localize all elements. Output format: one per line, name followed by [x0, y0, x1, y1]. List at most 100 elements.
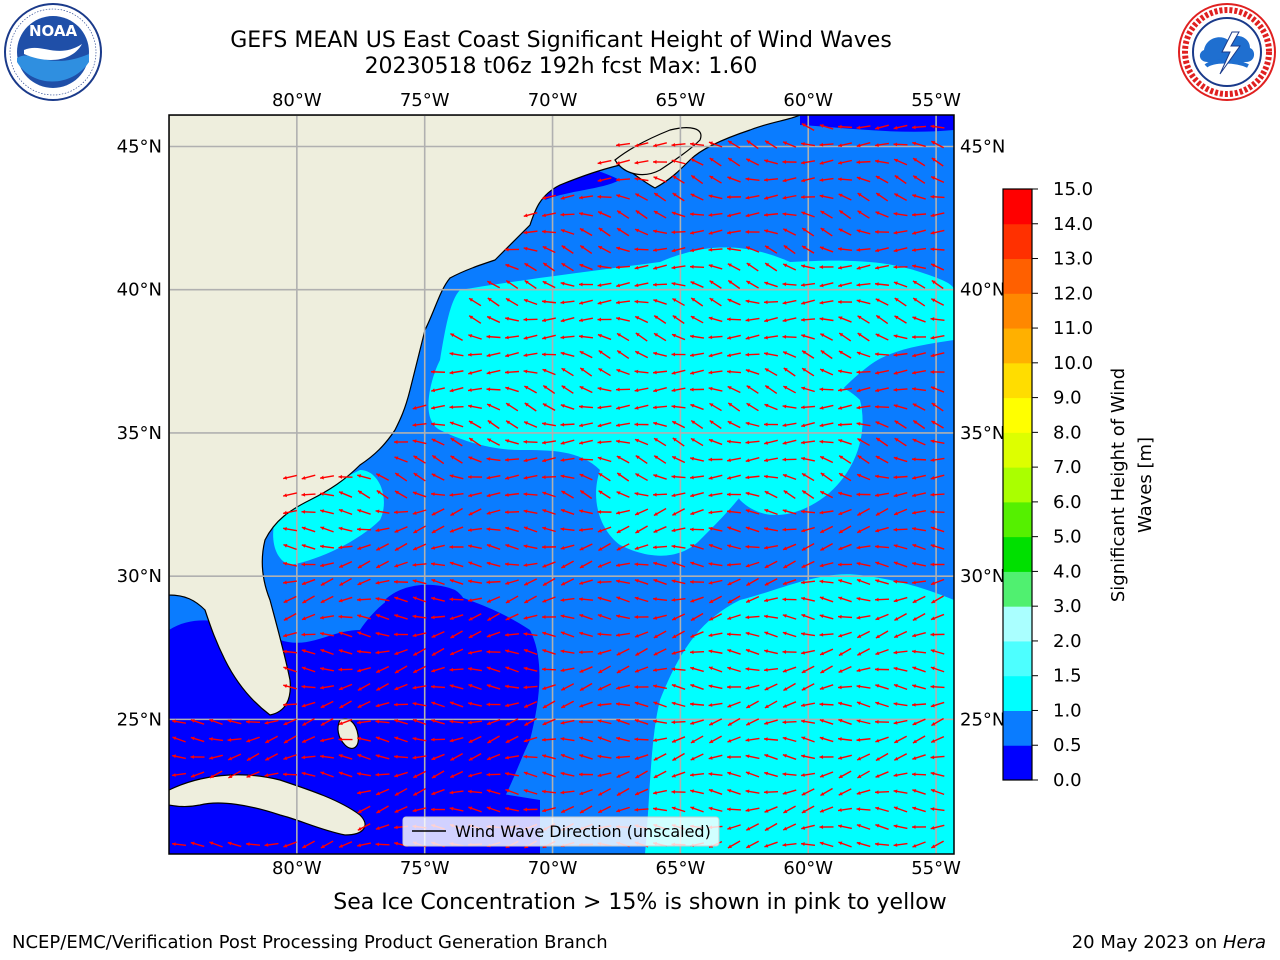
wave-direction-arrow: [375, 579, 390, 585]
wave-direction-arrow: [523, 736, 538, 743]
lat-tick-label: 30°N: [117, 566, 162, 587]
wave-direction-arrow: [838, 788, 852, 796]
wave-direction-arrow: [894, 612, 907, 622]
wave-direction-arrow: [856, 473, 871, 481]
wave-direction-arrow: [246, 736, 260, 743]
wave-direction-arrow: [856, 387, 871, 393]
wave-direction-arrow: [782, 597, 797, 602]
wave-direction-arrow: [487, 419, 500, 430]
wave-direction-arrow: [709, 297, 722, 307]
colorbar-tick-label: 1.0: [1053, 700, 1082, 721]
wave-direction-arrow: [467, 789, 483, 794]
wave-direction-arrow: [837, 562, 853, 567]
wave-direction-arrow: [542, 245, 556, 254]
wave-direction-arrow: [690, 789, 704, 795]
wave-direction-arrow: [431, 473, 445, 481]
wave-direction-arrow: [524, 262, 537, 272]
wave-direction-arrow: [560, 771, 575, 777]
wave-direction-arrow: [449, 526, 464, 533]
wave-direction-arrow: [671, 404, 686, 409]
wave-direction-arrow: [782, 578, 797, 586]
wave-direction-arrow: [486, 544, 501, 550]
wave-direction-arrow: [430, 737, 446, 742]
wave-direction-arrow: [616, 455, 630, 464]
wave-direction-arrow: [560, 457, 575, 462]
wave-direction-arrow: [357, 753, 371, 761]
wave-direction-arrow: [931, 157, 944, 167]
footer-date: 20 May 2023 on Hera: [1072, 932, 1266, 953]
wave-direction-arrow: [634, 719, 649, 725]
wave-direction-arrow: [282, 527, 298, 532]
wave-direction-arrow: [690, 612, 704, 622]
wave-direction-arrow: [652, 545, 668, 550]
wave-direction-arrow: [856, 176, 871, 183]
nws-logo: [1176, 2, 1278, 106]
wave-direction-arrow: [745, 807, 760, 813]
wave-direction-arrow: [874, 544, 890, 549]
wave-direction-arrow: [505, 297, 519, 307]
wave-direction-arrow: [801, 613, 815, 621]
wave-direction-arrow: [597, 456, 612, 463]
wave-direction-arrow: [375, 543, 390, 551]
wave-direction-arrow: [597, 805, 612, 814]
wave-direction-arrow: [875, 752, 889, 762]
wave-direction-arrow: [394, 561, 408, 568]
wave-direction-arrow: [653, 351, 667, 357]
wave-direction-arrow: [819, 422, 834, 428]
wave-direction-arrow: [708, 649, 723, 654]
wave-direction-arrow: [320, 509, 334, 515]
wave-direction-arrow: [671, 230, 686, 235]
wave-direction-arrow: [505, 702, 519, 708]
wave-direction-arrow: [430, 492, 446, 497]
wave-direction-arrow: [931, 717, 944, 727]
wave-direction-arrow: [578, 650, 594, 655]
wave-direction-arrow: [800, 440, 816, 445]
footer-credit: NCEP/EMC/Verification Post Processing Pr…: [12, 932, 608, 953]
wave-direction-arrow: [190, 841, 205, 848]
wave-direction-arrow: [486, 457, 501, 462]
wave-direction-arrow: [857, 454, 870, 465]
wave-direction-arrow: [486, 789, 501, 795]
wave-direction-arrow: [579, 367, 593, 377]
wave-direction-arrow: [431, 596, 445, 602]
wave-direction-arrow: [524, 402, 537, 412]
wave-direction-arrow: [282, 509, 298, 515]
wave-direction-arrow: [652, 597, 668, 602]
wave-direction-arrow: [819, 317, 834, 322]
wave-direction-arrow: [579, 244, 593, 255]
wave-direction-arrow: [819, 246, 834, 253]
wave-direction-arrow: [689, 352, 705, 358]
lat-tick-label: 40°N: [117, 280, 162, 301]
wave-direction-arrow: [764, 719, 778, 725]
wave-direction-arrow: [450, 332, 463, 342]
wave-direction-arrow: [838, 525, 852, 534]
wave-direction-arrow: [523, 334, 538, 340]
bahamas-land: [337, 718, 359, 749]
svg-text:NOAA: NOAA: [29, 22, 78, 40]
wave-direction-arrow: [893, 475, 908, 480]
wave-direction-arrow: [412, 632, 427, 638]
lon-tick-label: 75°W: [400, 90, 450, 111]
wave-direction-arrow: [708, 632, 723, 638]
wave-direction-arrow: [727, 771, 741, 778]
colorbar-tick-label: 0.5: [1053, 735, 1082, 756]
wave-direction-arrow: [930, 474, 945, 480]
wave-direction-arrow: [505, 474, 519, 480]
wave-direction-arrow: [746, 280, 759, 289]
wave-direction-arrow: [800, 580, 816, 585]
wave-direction-arrow: [635, 454, 648, 465]
wave-direction-arrow: [672, 314, 685, 325]
wave-direction-arrow: [634, 387, 649, 393]
wave-direction-arrow: [356, 720, 372, 725]
wave-direction-arrow: [635, 525, 648, 534]
wave-direction-arrow: [837, 369, 853, 375]
wave-direction-arrow: [579, 754, 593, 760]
wave-direction-arrow: [579, 509, 593, 515]
wave-direction-arrow: [283, 718, 297, 726]
wave-direction-arrow: [560, 700, 575, 709]
longitude-labels-top: 80°W 75°W 70°W 65°W 60°W 55°W: [272, 90, 961, 111]
wave-direction-arrow: [745, 421, 760, 427]
map-subtitle: 20230518 t06z 192h fcst Max: 1.60: [364, 54, 758, 79]
wave-direction-arrow: [357, 823, 371, 831]
wave-direction-arrow: [745, 823, 760, 831]
